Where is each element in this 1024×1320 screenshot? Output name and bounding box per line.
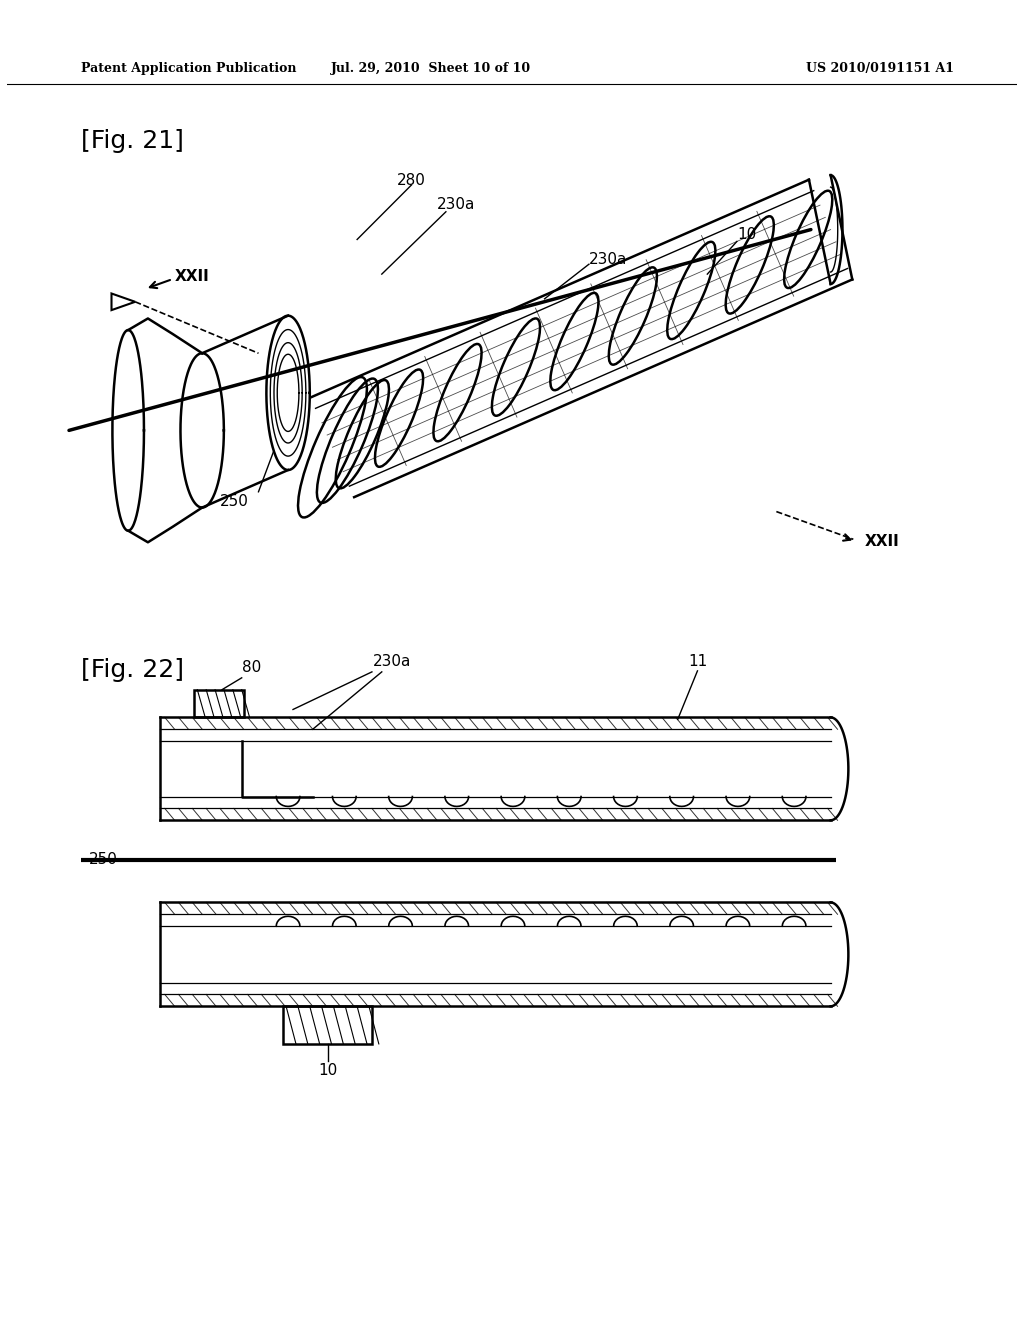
- Text: US 2010/0191151 A1: US 2010/0191151 A1: [806, 62, 954, 75]
- Text: 80: 80: [242, 660, 261, 676]
- Text: 10: 10: [737, 227, 756, 242]
- Text: Patent Application Publication: Patent Application Publication: [81, 62, 296, 75]
- Text: 10: 10: [317, 1063, 337, 1078]
- Text: 230a: 230a: [436, 198, 475, 213]
- Text: Jul. 29, 2010  Sheet 10 of 10: Jul. 29, 2010 Sheet 10 of 10: [331, 62, 531, 75]
- Text: 280: 280: [397, 173, 426, 187]
- Text: XXII: XXII: [865, 533, 900, 549]
- Text: 250: 250: [88, 853, 118, 867]
- Text: XXII: XXII: [175, 268, 209, 284]
- Text: [Fig. 22]: [Fig. 22]: [81, 657, 184, 682]
- Text: 11: 11: [688, 655, 708, 669]
- Polygon shape: [284, 1006, 372, 1044]
- Text: 230a: 230a: [373, 655, 411, 669]
- Text: 230a: 230a: [589, 252, 628, 267]
- Polygon shape: [195, 689, 244, 717]
- Text: 250: 250: [219, 494, 248, 510]
- Text: [Fig. 21]: [Fig. 21]: [81, 128, 183, 153]
